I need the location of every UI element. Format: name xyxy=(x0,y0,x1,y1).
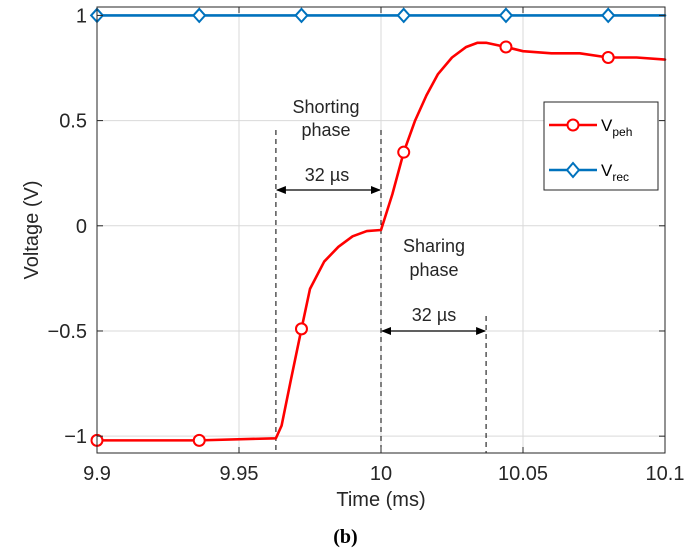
shorting-phase-annotation: Shorting phase 32 µs xyxy=(292,97,359,185)
series-v-rec-point xyxy=(396,7,411,24)
legend-marker-vrec xyxy=(565,161,581,179)
x-tick-label: 9.9 xyxy=(83,463,111,485)
series-v-rec-point xyxy=(192,7,207,24)
axis-ticks: 9.9 9.95 10 10.05 10.1 −1 −0.5 0 0.5 1 xyxy=(48,5,685,485)
shorting-phase-label-2: phase xyxy=(301,120,350,140)
figure-caption: (b) xyxy=(333,526,358,548)
shorting-duration-arrow-head-left xyxy=(275,186,286,194)
sharing-duration-label: 32 µs xyxy=(412,305,456,325)
x-tick-label: 10.05 xyxy=(498,463,548,485)
y-tick-label: −0.5 xyxy=(48,321,87,343)
y-tick-label: −1 xyxy=(64,426,87,448)
legend: Vpeh Vrec xyxy=(543,101,659,191)
legend-entry-vrec: Vrec xyxy=(601,161,629,184)
data-series xyxy=(89,7,667,447)
series-v-rec-point xyxy=(498,7,514,24)
legend-box xyxy=(543,101,659,191)
shorting-duration-arrow-head-right xyxy=(371,186,381,194)
x-tick-label: 10 xyxy=(370,463,392,485)
series-v-peh-point xyxy=(499,40,513,54)
x-tick-label: 9.95 xyxy=(220,463,259,485)
series-v-rec-point xyxy=(294,7,309,24)
legend-marker-vpeh xyxy=(566,118,580,132)
shorting-phase-label: Shorting xyxy=(292,97,359,117)
x-axis-label: Time (ms) xyxy=(336,489,425,511)
y-tick-label: 0.5 xyxy=(59,111,87,133)
y-tick-label: 1 xyxy=(76,5,87,27)
voltage-time-chart: 9.9 9.95 10 10.05 10.1−1−0.500.51 Time (ms) … xyxy=(21,5,685,511)
sharing-duration-arrow-head-left xyxy=(381,327,391,335)
sharing-phase-label-2: phase xyxy=(409,260,458,280)
sharing-phase-label: Sharing xyxy=(403,236,465,256)
y-axis-label: Voltage (V) xyxy=(21,181,43,280)
series-v-peh-point xyxy=(601,50,615,64)
x-tick-label: 10.1 xyxy=(646,463,685,485)
series-v-peh-point xyxy=(397,145,411,159)
sharing-phase-annotation: Sharing phase 32 µs xyxy=(403,236,465,325)
series-v-peh-line xyxy=(95,41,667,442)
series-v-rec-point xyxy=(601,7,616,24)
shorting-duration-label: 32 µs xyxy=(305,165,349,185)
series-v-peh-point xyxy=(294,322,308,336)
legend-entry-vpeh: Vpeh xyxy=(601,116,632,139)
phase-guide-lines xyxy=(275,130,487,453)
duration-arrows xyxy=(275,186,487,335)
series-v-peh-point xyxy=(192,433,206,447)
y-tick-label: 0 xyxy=(76,216,87,238)
sharing-duration-arrow-head-right xyxy=(476,327,487,335)
